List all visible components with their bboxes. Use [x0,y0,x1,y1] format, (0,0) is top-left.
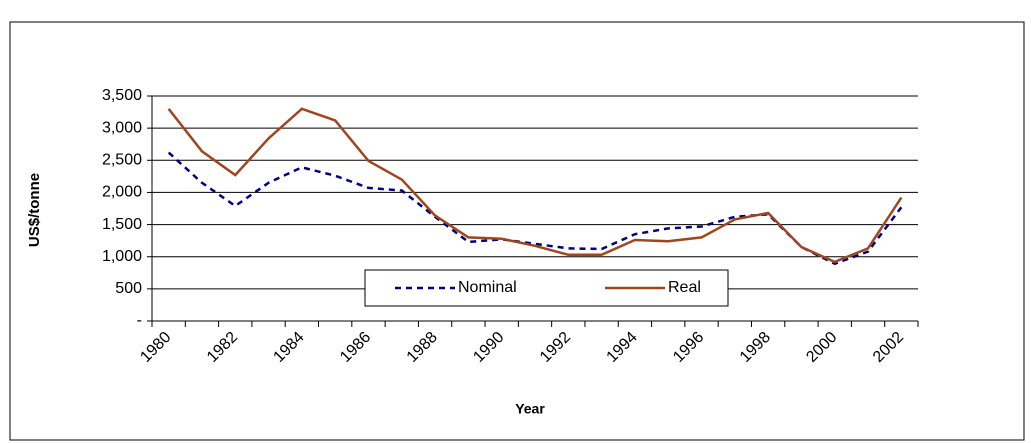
y-tick-label: 2,000 [102,184,142,201]
x-axis-label: Year [515,401,545,417]
legend-label: Nominal [458,279,517,296]
y-axis-label: US$/tonne [26,173,43,247]
y-tick-label: 1,500 [102,216,142,233]
legend-box [364,269,729,307]
y-tick-label: - [137,312,142,329]
y-tick-label: 3,000 [102,119,142,136]
legend-label: Real [668,279,701,296]
line-series [167,107,903,264]
y-tick-label: 1,000 [102,248,142,265]
y-tick-label: 3,500 [102,87,142,104]
chart-border [9,21,1025,441]
y-tick-label: 2,500 [102,152,142,169]
y-tick-label: 500 [115,280,142,297]
